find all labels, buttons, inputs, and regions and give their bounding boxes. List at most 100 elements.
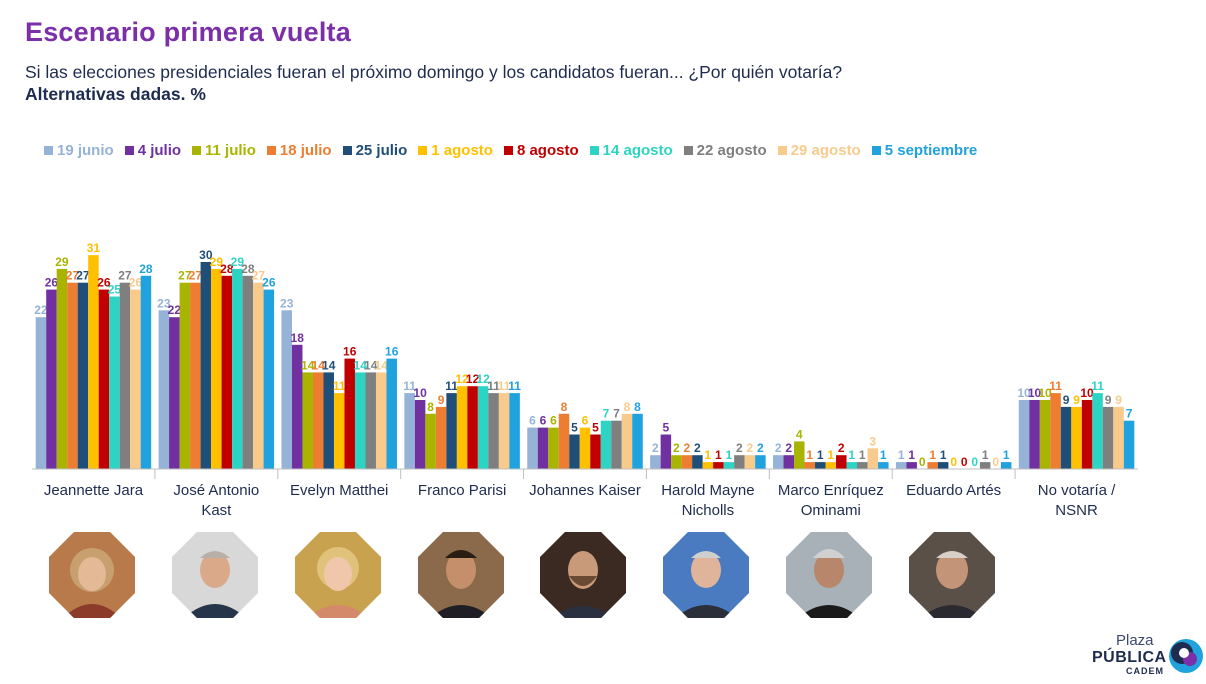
- bar: [232, 268, 243, 469]
- candidate-photo-enriquez-ominami: [786, 532, 872, 618]
- data-label: 26: [97, 276, 111, 290]
- data-label: 1: [715, 448, 722, 462]
- logo-text-top: Plaza: [1116, 632, 1154, 649]
- legend-swatch: [418, 146, 428, 155]
- category-label: Franco Parisi: [418, 482, 506, 499]
- data-label: 27: [76, 269, 90, 283]
- category-label: José Antonio Kast: [173, 482, 259, 519]
- bar: [1060, 406, 1072, 469]
- bar: [88, 255, 99, 469]
- data-label: 12: [476, 372, 490, 386]
- bar: [660, 434, 672, 469]
- bar: [579, 427, 591, 469]
- legend-label: 18 julio: [279, 142, 332, 159]
- logo-text-main: PÚBLICA: [1092, 649, 1167, 666]
- data-label: 10: [1038, 386, 1052, 400]
- legend-item: 11 julio: [192, 142, 256, 159]
- logo-text-sub: CADEM: [1126, 666, 1164, 676]
- data-label: 9: [1105, 393, 1112, 407]
- data-label: 16: [385, 345, 399, 359]
- legend-item: 14 agosto: [589, 142, 673, 159]
- bar: [190, 282, 201, 469]
- bar: [263, 289, 275, 469]
- data-label: 7: [603, 407, 610, 421]
- category-label: Harold Mayne Nicholls: [661, 482, 754, 519]
- data-label: 31: [87, 241, 101, 255]
- data-label: 8: [427, 400, 434, 414]
- logo-mark-icon: [1169, 639, 1203, 673]
- data-label: 5: [571, 421, 578, 435]
- data-label: 1: [848, 448, 855, 462]
- bar: [600, 420, 612, 469]
- data-label: 28: [139, 262, 153, 276]
- bar: [35, 317, 47, 469]
- data-label: 27: [178, 269, 192, 283]
- bar: [527, 427, 538, 469]
- data-label: 1: [982, 448, 989, 462]
- data-label: 25: [108, 283, 122, 297]
- bar: [509, 393, 520, 469]
- bar: [1039, 400, 1051, 469]
- bar: [804, 462, 816, 469]
- bar: [1000, 462, 1012, 469]
- bar: [590, 434, 601, 469]
- bar: [702, 462, 714, 469]
- data-label: 14: [364, 358, 378, 372]
- legend-label: 4 julio: [137, 142, 182, 159]
- data-label: 1: [726, 448, 733, 462]
- data-label: 11: [498, 379, 511, 393]
- bar: [67, 282, 78, 469]
- bar: [1123, 420, 1135, 469]
- bar: [1018, 400, 1030, 469]
- data-label: 11: [1049, 379, 1062, 393]
- category-label: Evelyn Matthei: [290, 482, 388, 499]
- data-label: 18: [291, 331, 305, 345]
- data-label: 23: [280, 296, 294, 310]
- candidate-photo-artes: [909, 532, 995, 618]
- data-label: 6: [550, 414, 557, 428]
- candidate-photos: [0, 532, 1206, 622]
- data-label: 2: [736, 441, 743, 455]
- candidate-photo-matthei: [295, 532, 381, 618]
- data-label: 26: [129, 276, 143, 290]
- bar: [878, 462, 889, 469]
- data-label: 1: [940, 448, 947, 462]
- data-label: 1: [929, 448, 936, 462]
- data-label: 1: [806, 448, 813, 462]
- bar: [927, 462, 938, 469]
- data-label: 14: [312, 358, 326, 372]
- category-label: Eduardo Artés: [906, 482, 1001, 499]
- legend-label: 11 julio: [205, 142, 256, 159]
- bar: [558, 413, 570, 469]
- legend-swatch: [342, 146, 352, 155]
- bar: [650, 455, 661, 469]
- bar: [130, 289, 141, 469]
- bar: [354, 372, 366, 469]
- bar: [895, 462, 907, 469]
- legend-label: 1 agosto: [431, 142, 493, 159]
- data-label: 5: [663, 421, 670, 435]
- bar: [119, 282, 131, 469]
- bar: [498, 393, 510, 469]
- candidate-photo-mayne-nicholls: [663, 532, 749, 618]
- data-label: 8: [624, 400, 631, 414]
- data-label: 14: [301, 358, 315, 372]
- data-label: 12: [455, 372, 469, 386]
- data-label: 26: [262, 276, 276, 290]
- bar: [979, 462, 991, 469]
- bar: [435, 406, 447, 469]
- legend-label: 8 agosto: [516, 142, 579, 159]
- bar: [488, 393, 499, 469]
- data-label: 0: [961, 455, 968, 469]
- candidate-photo-jara: [49, 532, 135, 618]
- bar: [713, 462, 724, 469]
- bar: [425, 413, 436, 469]
- chart-note: Alternativas dadas. %: [25, 84, 206, 104]
- data-label: 11: [1091, 379, 1104, 393]
- bar: [611, 420, 622, 469]
- data-label: 2: [785, 441, 792, 455]
- bar: [98, 289, 110, 469]
- bar: [109, 296, 120, 469]
- bar: [375, 372, 387, 469]
- data-label: 14: [354, 358, 368, 372]
